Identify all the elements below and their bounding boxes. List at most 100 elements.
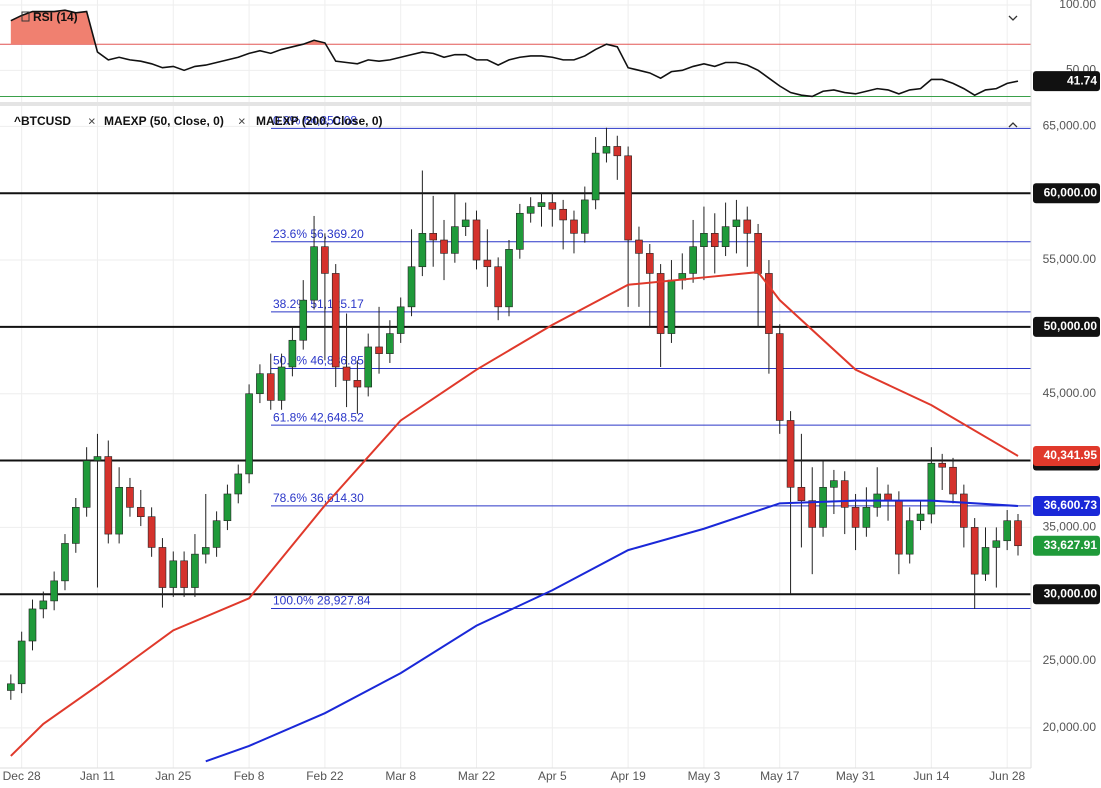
candle-body bbox=[407, 266, 416, 308]
ma-badge-box bbox=[1033, 495, 1100, 516]
candle-body bbox=[721, 226, 730, 247]
candle-body bbox=[147, 516, 156, 548]
ma-badge: 36,600.73 bbox=[1044, 498, 1098, 512]
candle-body bbox=[808, 500, 817, 528]
candle-body bbox=[169, 560, 178, 588]
candle-body bbox=[396, 306, 405, 334]
x-tick-label: Dec 28 bbox=[3, 769, 41, 783]
candle-body bbox=[938, 462, 946, 468]
candle-body bbox=[483, 259, 492, 268]
level-badge: 60,000.00 bbox=[1044, 185, 1098, 199]
fib-label: 61.8% 42,648.52 bbox=[273, 410, 364, 424]
collapse-icon[interactable] bbox=[1008, 122, 1018, 128]
candle-body bbox=[429, 233, 437, 241]
ma-badge-box bbox=[1033, 445, 1100, 466]
y-tick-label: 35,000.00 bbox=[1043, 520, 1097, 534]
fib-label: 38.2% 51,125.17 bbox=[273, 297, 364, 311]
collapse-icon[interactable] bbox=[1008, 15, 1018, 21]
candle-body bbox=[201, 547, 210, 555]
x-tick-label: May 17 bbox=[760, 769, 800, 783]
x-tick-label: Feb 8 bbox=[234, 769, 265, 783]
level-badge-box bbox=[1033, 183, 1100, 204]
remove-icon[interactable]: × bbox=[238, 113, 246, 128]
level-badge-box bbox=[1033, 316, 1100, 337]
candle-body bbox=[613, 146, 622, 157]
candle-body bbox=[516, 212, 524, 250]
fib-label: 78.6% 36,614.30 bbox=[273, 491, 364, 505]
price-badge: 33,627.91 bbox=[1044, 538, 1098, 552]
x-tick-label: Jan 25 bbox=[155, 769, 191, 783]
y-tick-label: 45,000.00 bbox=[1043, 386, 1097, 400]
level-badge: 30,000.00 bbox=[1044, 586, 1098, 600]
candle-body bbox=[992, 540, 1001, 548]
x-tick-label: Apr 19 bbox=[610, 769, 646, 783]
candle-body bbox=[310, 246, 318, 301]
y-tick-label: 55,000.00 bbox=[1043, 252, 1097, 266]
fib-label: 100.0% 28,927.84 bbox=[273, 594, 371, 608]
candle-body bbox=[656, 273, 665, 334]
candle-body bbox=[559, 208, 567, 221]
candle-body bbox=[299, 299, 308, 341]
candle-body bbox=[266, 373, 275, 401]
candle-body bbox=[905, 520, 914, 555]
candle-body bbox=[949, 466, 957, 495]
x-tick-label: May 31 bbox=[836, 769, 876, 783]
x-tick-label: Mar 8 bbox=[385, 769, 416, 783]
x-tick-label: Jun 14 bbox=[913, 769, 949, 783]
candle-body bbox=[115, 486, 123, 535]
candle-body bbox=[960, 493, 968, 528]
x-tick-label: Feb 22 bbox=[306, 769, 344, 783]
indicator-label: MAEXP (200, Close, 0) bbox=[256, 114, 383, 128]
candle-body bbox=[50, 580, 58, 602]
rsi-badge-box bbox=[1033, 71, 1100, 92]
candle-body bbox=[862, 507, 871, 528]
candle-body bbox=[223, 493, 232, 522]
candle-body bbox=[331, 273, 340, 368]
candle-body bbox=[765, 273, 773, 334]
x-tick-label: Jan 11 bbox=[80, 769, 115, 783]
candle-body bbox=[851, 507, 860, 528]
remove-icon[interactable]: × bbox=[88, 113, 96, 128]
candle-body bbox=[689, 246, 697, 274]
candle-body bbox=[505, 249, 513, 308]
candle-body bbox=[667, 279, 676, 334]
candle-body bbox=[72, 507, 80, 544]
candle-body bbox=[191, 553, 199, 588]
candle-body bbox=[700, 233, 708, 247]
candle-body bbox=[212, 520, 221, 548]
candle-body bbox=[7, 683, 15, 691]
candle-body bbox=[104, 456, 113, 535]
price-badge-box bbox=[1033, 535, 1100, 556]
indicator-label: MAEXP (50, Close, 0) bbox=[104, 114, 224, 128]
candle-body bbox=[754, 233, 762, 274]
ma-badge: 40,341.95 bbox=[1044, 448, 1098, 462]
x-tick-label: Jun 28 bbox=[989, 769, 1025, 783]
rsi-label: RSI (14) bbox=[33, 10, 78, 24]
candle-body bbox=[245, 393, 253, 475]
rsi-badge: 41.74 bbox=[1067, 73, 1097, 87]
panel-separator bbox=[0, 102, 1031, 106]
y-tick-label: 20,000.00 bbox=[1043, 720, 1097, 734]
candle-body bbox=[256, 373, 264, 395]
y-tick-label: 100.00 bbox=[1059, 0, 1096, 11]
moving-average bbox=[205, 499, 1019, 763]
candle-body bbox=[61, 543, 69, 582]
rsi-line bbox=[10, 9, 1019, 98]
candle-body bbox=[732, 219, 741, 227]
candle-body bbox=[581, 199, 589, 234]
candle-body bbox=[288, 339, 297, 368]
moving-average bbox=[10, 271, 1019, 757]
y-tick-label: 65,000.00 bbox=[1043, 119, 1097, 133]
candle-body bbox=[743, 219, 752, 234]
candle-body bbox=[602, 146, 611, 154]
candle-body bbox=[927, 462, 936, 515]
candle-body bbox=[981, 547, 990, 575]
candle-body bbox=[635, 239, 643, 254]
candle-body bbox=[418, 233, 427, 268]
x-tick-label: Mar 22 bbox=[458, 769, 496, 783]
candle-body bbox=[82, 460, 91, 508]
candle-body bbox=[234, 473, 243, 495]
candle-body bbox=[39, 600, 48, 610]
candle-body bbox=[570, 219, 578, 234]
candle-body bbox=[364, 346, 373, 388]
